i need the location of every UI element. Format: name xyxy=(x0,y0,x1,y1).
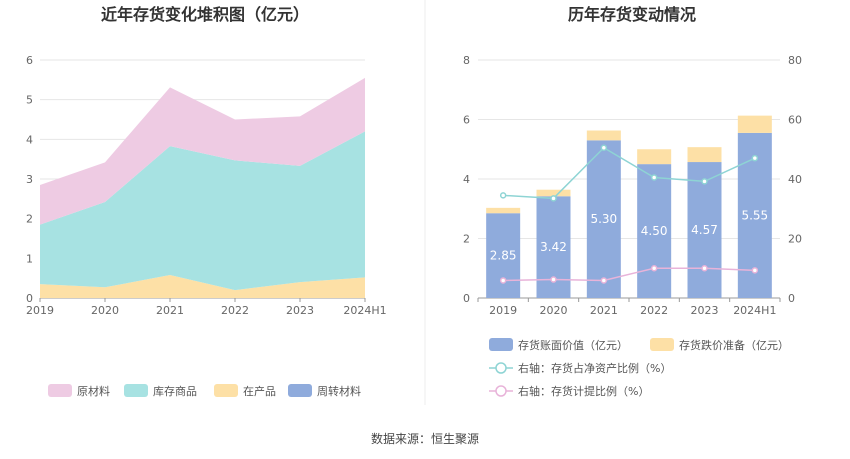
right-legend: 存货账面价值（亿元） 存货跌价准备（亿元） 右轴：存货占净资产比例（%） 右轴：存货计… xyxy=(489,338,789,398)
right-x-tick-label: 2020 xyxy=(540,304,568,317)
bar-book-value xyxy=(687,162,722,298)
area-库存商品 xyxy=(40,131,365,291)
line-point xyxy=(650,265,658,272)
bar-value-label: 2.85 xyxy=(490,249,517,263)
right-y2-tick-label: 40 xyxy=(788,173,802,186)
line-point xyxy=(499,192,507,199)
bar-impairment xyxy=(536,189,571,197)
right-legend-swatch xyxy=(489,338,513,351)
left-legend: 原材料 库存商品 在产品 周转材料 xyxy=(48,384,361,398)
right-y2-tick-label: 20 xyxy=(788,233,802,246)
left-x-tick-label: 2024H1 xyxy=(343,304,386,317)
line-series xyxy=(503,267,755,282)
right-y2-tick-label: 80 xyxy=(788,54,802,67)
left-legend-swatch xyxy=(48,384,72,397)
right-legend-label: 右轴：存货计提比例（%） xyxy=(518,384,649,398)
left-y-tick-label: 4 xyxy=(26,133,33,146)
right-chart-title: 历年存货变动情况 xyxy=(568,5,696,24)
left-legend-label: 原材料 xyxy=(77,384,110,398)
bar-book-value xyxy=(486,213,521,298)
left-areas xyxy=(40,77,365,298)
line-point xyxy=(600,144,608,152)
right-y-tick-label: 6 xyxy=(463,114,470,127)
left-legend-swatch xyxy=(124,384,148,397)
line-point xyxy=(751,154,759,162)
right-legend-label: 存货账面价值（亿元） xyxy=(518,338,628,352)
right-x-tick-label: 2024H1 xyxy=(733,304,776,317)
bar-value-label: 4.50 xyxy=(641,224,668,238)
bar-impairment xyxy=(486,207,521,214)
line-point xyxy=(701,178,708,185)
line-point xyxy=(701,265,708,272)
right-legend-label: 右轴：存货占净资产比例（%） xyxy=(518,361,671,375)
bar-value-label: 5.30 xyxy=(590,212,617,226)
right-y2-tick-label: 0 xyxy=(788,292,795,305)
left-y-tick-label: 2 xyxy=(26,213,33,226)
bar-impairment xyxy=(737,115,772,133)
left-legend-label: 周转材料 xyxy=(317,384,361,398)
line-point xyxy=(550,195,557,202)
bar-value-label: 5.55 xyxy=(741,208,768,222)
bar-book-value xyxy=(586,140,621,298)
left-x-tick-label: 2021 xyxy=(156,304,184,317)
right-x-tick-label: 2019 xyxy=(489,304,517,317)
left-y-ticks: 0 1 2 3 4 5 6 xyxy=(26,54,33,305)
left-x-tick-label: 2023 xyxy=(286,304,314,317)
right-bars xyxy=(486,115,772,298)
left-y-tick-label: 0 xyxy=(26,292,33,305)
data-source: 数据来源：恒生聚源 xyxy=(371,431,479,446)
right-y-tick-label: 2 xyxy=(463,233,470,246)
left-y-tick-label: 6 xyxy=(26,54,33,67)
line-point xyxy=(751,267,759,274)
right-y2-tick-label: 60 xyxy=(788,114,802,127)
left-legend-label: 在产品 xyxy=(243,384,276,398)
right-x-tick-label: 2022 xyxy=(640,304,668,317)
bar-impairment xyxy=(687,147,722,163)
left-legend-swatch xyxy=(288,384,312,397)
right-legend-swatch xyxy=(650,338,674,351)
left-x-tick-label: 2020 xyxy=(91,304,119,317)
left-legend-swatch xyxy=(214,384,238,397)
right-y-tick-label: 8 xyxy=(463,54,470,67)
right-x-ticks: 2019 2020 2021 2022 2023 2024H1 xyxy=(477,298,781,317)
line-point xyxy=(650,174,658,181)
line-point xyxy=(550,276,557,283)
bar-book-value xyxy=(637,164,672,298)
right-y-tick-label: 0 xyxy=(463,292,470,305)
right-y-tick-label: 4 xyxy=(463,173,470,186)
right-y2-ticks: 0 20 40 60 80 xyxy=(788,54,802,305)
right-x-tick-label: 2023 xyxy=(691,304,719,317)
right-x-tick-label: 2021 xyxy=(590,304,618,317)
stacked-bar-chart: 历年存货变动情况 2.853.425.304.50 4.575.55 02468 … xyxy=(463,5,802,398)
area-原材料 xyxy=(40,77,365,225)
right-legend-label: 存货跌价准备（亿元） xyxy=(679,338,789,352)
line-series xyxy=(503,146,756,200)
left-x-ticks: 2019 2020 2021 2022 2023 2024H1 xyxy=(26,298,387,317)
right-gridlines xyxy=(478,59,780,299)
right-legend-marker xyxy=(495,385,507,397)
left-y-tick-label: 5 xyxy=(26,94,33,107)
line-point xyxy=(600,277,608,284)
left-x-tick-label: 2022 xyxy=(221,304,249,317)
left-legend-label: 库存商品 xyxy=(153,384,197,398)
left-x-tick-label: 2019 xyxy=(26,304,54,317)
bar-value-label: 3.42 xyxy=(540,240,567,254)
bar-impairment xyxy=(586,130,621,141)
left-chart-title: 近年存货变化堆积图（亿元） xyxy=(101,5,309,24)
right-legend-marker xyxy=(495,362,507,374)
bar-impairment xyxy=(637,149,672,165)
line-point xyxy=(499,277,507,284)
right-y-ticks: 0 2 4 6 8 xyxy=(463,54,470,305)
left-y-tick-label: 3 xyxy=(26,173,33,186)
left-y-tick-label: 1 xyxy=(26,252,33,265)
right-lines xyxy=(499,144,759,284)
area-在产品 xyxy=(40,274,365,298)
right-bar-labels: 2.85 3.42 5.30 4.50 4.57 5.55 xyxy=(490,208,768,262)
bar-value-label: 4.57 xyxy=(691,223,718,237)
